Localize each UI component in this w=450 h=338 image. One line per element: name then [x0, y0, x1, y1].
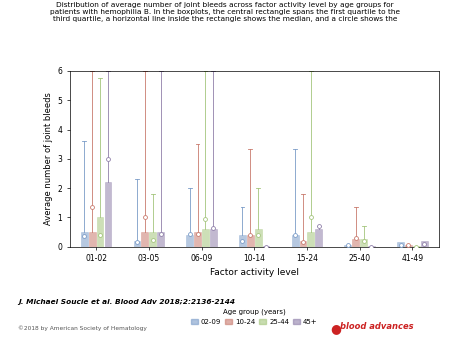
Bar: [157, 232, 164, 247]
Bar: [263, 246, 270, 247]
Bar: [81, 232, 88, 247]
Bar: [397, 242, 404, 247]
Bar: [315, 229, 322, 247]
Bar: [186, 235, 193, 247]
Bar: [344, 245, 351, 247]
Bar: [247, 235, 254, 247]
Bar: [134, 241, 140, 247]
Bar: [292, 235, 298, 247]
Bar: [141, 232, 149, 247]
Text: blood advances: blood advances: [340, 322, 414, 331]
Text: J. Michael Soucie et al. Blood Adv 2018;2:2136-2144: J. Michael Soucie et al. Blood Adv 2018;…: [18, 299, 235, 305]
Text: ©2018 by American Society of Hematology: ©2018 by American Society of Hematology: [18, 325, 147, 331]
Bar: [368, 246, 375, 247]
X-axis label: Factor activity level: Factor activity level: [210, 268, 299, 276]
Bar: [405, 245, 412, 247]
Text: ●: ●: [331, 322, 342, 335]
Y-axis label: Average number of joint bleeds: Average number of joint bleeds: [44, 92, 53, 225]
Legend: 02-09, 10-24, 25-44, 45+: 02-09, 10-24, 25-44, 45+: [188, 306, 320, 328]
Bar: [202, 229, 209, 247]
Bar: [89, 232, 95, 247]
Bar: [300, 241, 306, 247]
Bar: [97, 217, 104, 247]
Bar: [104, 182, 111, 247]
Bar: [352, 239, 359, 247]
Text: Distribution of average number of joint bleeds across factor activity level by a: Distribution of average number of joint …: [50, 2, 400, 22]
Bar: [360, 239, 367, 247]
Bar: [421, 241, 427, 247]
Bar: [194, 232, 201, 247]
Bar: [255, 229, 261, 247]
Bar: [413, 246, 420, 247]
Bar: [210, 229, 217, 247]
Bar: [149, 232, 156, 247]
Bar: [307, 232, 315, 247]
Bar: [239, 235, 246, 247]
